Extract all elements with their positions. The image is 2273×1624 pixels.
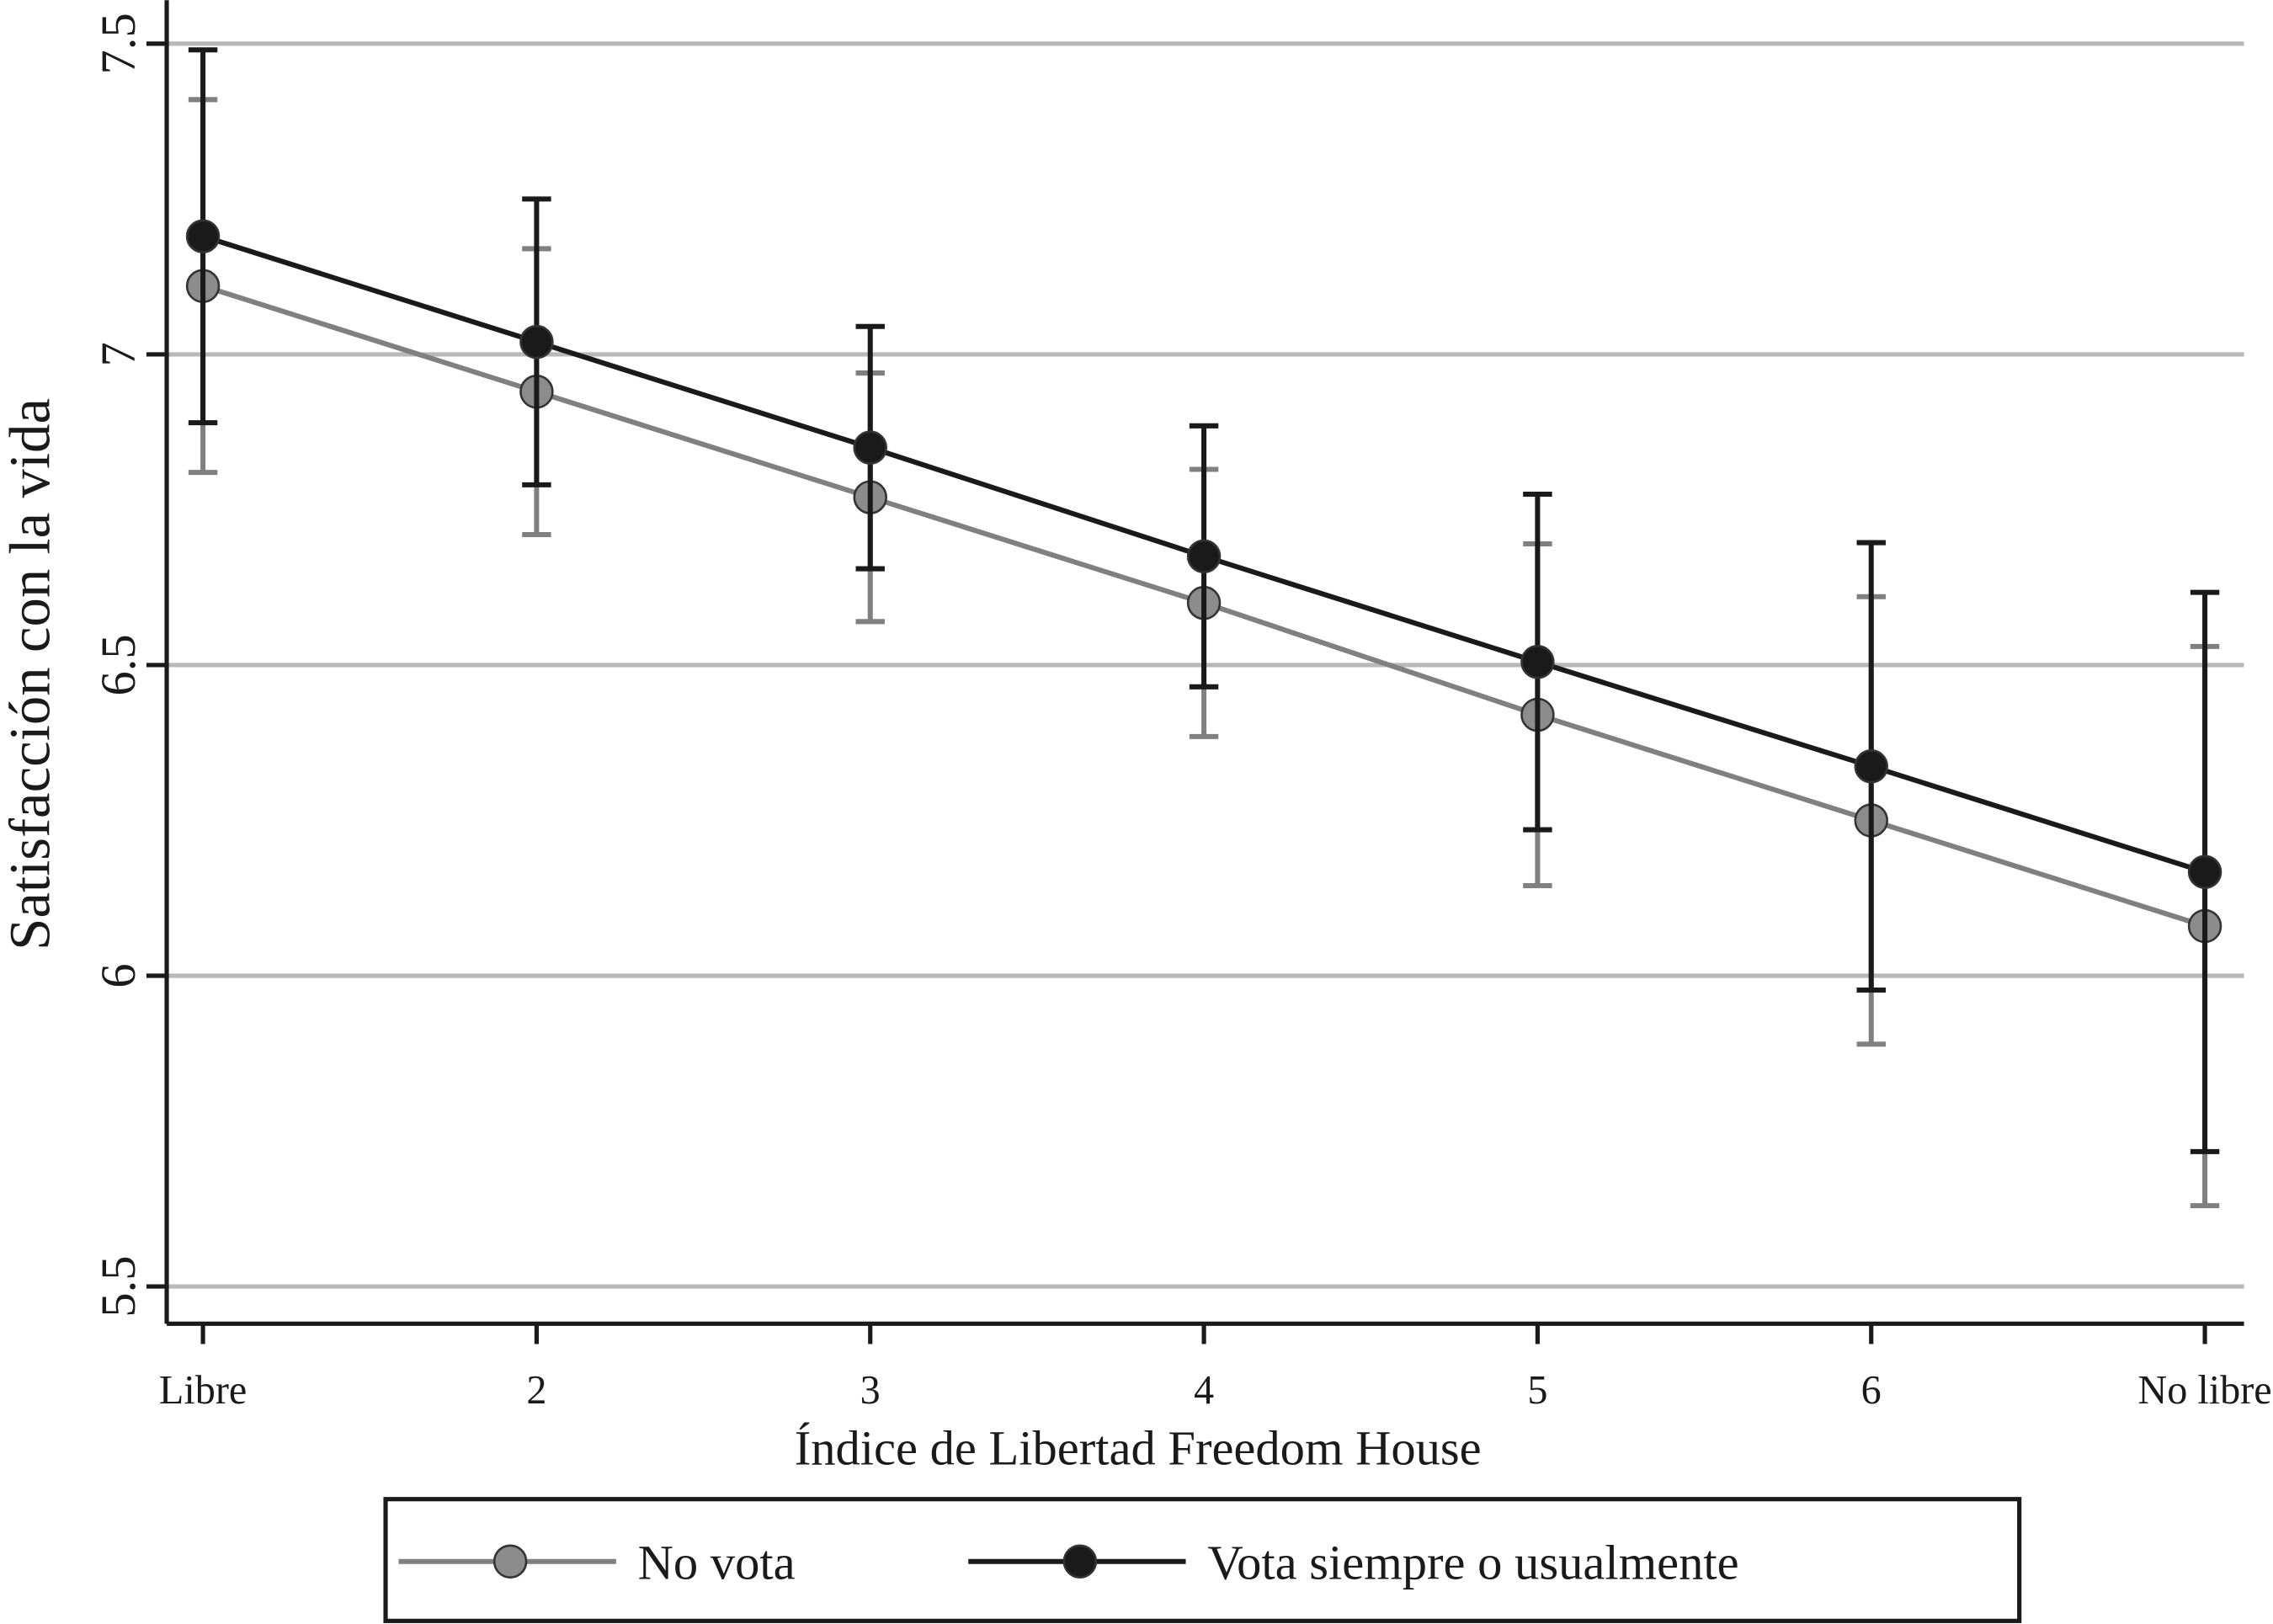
x-axis-title: Índice de Libertad Freedom House [795, 1420, 1482, 1475]
y-axis-title: Satisfacción con la vida [0, 398, 62, 950]
x-tick-label: 3 [860, 1368, 881, 1413]
x-tick-label: 2 [526, 1368, 546, 1413]
point [853, 430, 887, 465]
point [1186, 539, 1222, 574]
x-tick-label: No libre [2137, 1368, 2271, 1413]
x-tick-label: Libre [159, 1368, 247, 1413]
y-tick-label: 7 [91, 342, 146, 366]
legend-marker [1062, 1544, 1098, 1579]
y-tick-label: 7.5 [91, 13, 146, 74]
legend-label: Vota siempre o usualmente [1207, 1535, 1738, 1589]
legend-box [383, 1497, 2022, 1623]
legend-marker [492, 1544, 528, 1579]
x-tick-label: 6 [1861, 1368, 1882, 1413]
point [519, 324, 554, 359]
point [185, 219, 221, 253]
x-tick-label: 5 [1527, 1368, 1547, 1413]
legend-label: No vota [638, 1535, 796, 1589]
y-tick-label: 6 [91, 963, 146, 988]
y-tick-label: 5.5 [91, 1255, 146, 1317]
point [1854, 749, 1888, 784]
point [1520, 645, 1555, 679]
y-tick-label: 6.5 [91, 634, 146, 695]
x-tick-label: 4 [1194, 1368, 1214, 1413]
point [2187, 855, 2222, 889]
